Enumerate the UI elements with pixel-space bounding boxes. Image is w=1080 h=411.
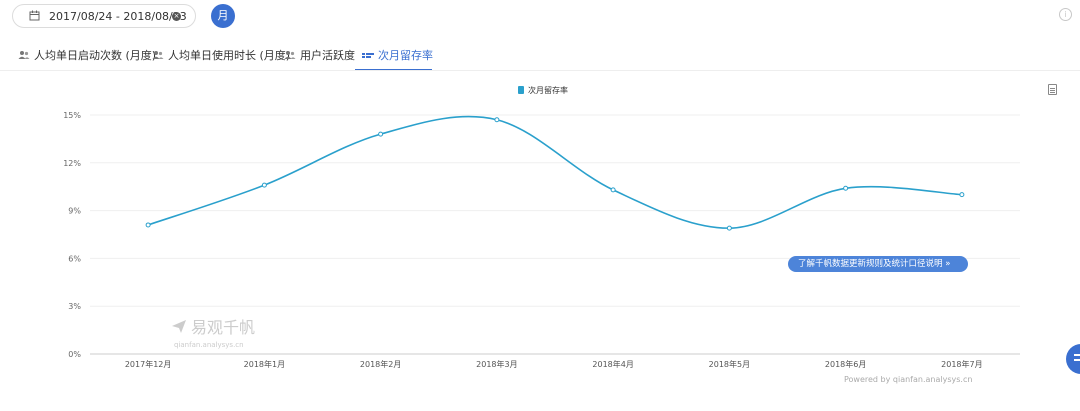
- tab-label: 人均单日启动次数 (月度): [34, 49, 157, 62]
- month-period-button[interactable]: 月: [211, 4, 235, 28]
- bar-chart-icon: [362, 53, 374, 58]
- y-tick-label: 15%: [63, 111, 81, 120]
- x-tick-label: 2018年2月: [360, 359, 401, 369]
- x-tick-label: 2018年6月: [825, 359, 866, 369]
- watermark-brand: 易观千帆: [191, 318, 255, 337]
- plane-icon: [172, 320, 186, 333]
- legend-label[interactable]: 次月留存率: [528, 85, 568, 95]
- watermark-site: qianfan.analysys.cn: [174, 341, 244, 349]
- x-tick-label: 2018年4月: [592, 359, 633, 369]
- date-range-picker[interactable]: 2017/08/24 - 2018/08/23 ×: [12, 4, 196, 28]
- x-tick-label: 2018年1月: [244, 359, 285, 369]
- tabs-divider: [0, 70, 1080, 71]
- tab-label: 次月留存率: [378, 49, 433, 62]
- data-point[interactable]: [261, 182, 267, 188]
- data-point[interactable]: [378, 131, 384, 137]
- document-icon[interactable]: [1048, 84, 1057, 95]
- tab-label: 人均单日使用时长 (月度): [168, 49, 291, 62]
- date-range-text: 2017/08/24 - 2018/08/23: [49, 10, 187, 23]
- users-icon: [152, 51, 164, 59]
- data-point[interactable]: [959, 192, 965, 198]
- data-point[interactable]: [726, 225, 732, 231]
- tab-user-activity[interactable]: 用户活跃度: [284, 40, 355, 70]
- metric-tabs: 人均单日启动次数 (月度) 人均单日使用时长 (月度) 用户活跃度 次月留存率: [12, 40, 1072, 71]
- legend-swatch: [518, 86, 524, 94]
- users-icon: [18, 51, 30, 59]
- data-rules-button[interactable]: 了解千帆数据更新规则及统计口径说明 »: [788, 256, 968, 272]
- x-tick-label: 2018年5月: [709, 359, 750, 369]
- data-point[interactable]: [843, 185, 849, 191]
- tab-next-month-retention[interactable]: 次月留存率: [362, 40, 433, 70]
- legend: 次月留存率: [518, 85, 568, 95]
- data-point[interactable]: [494, 117, 500, 123]
- powered-by-text: Powered by qianfan.analysys.cn: [844, 375, 972, 384]
- data-points: [145, 117, 965, 231]
- y-tick-label: 9%: [68, 207, 81, 216]
- data-point[interactable]: [610, 187, 616, 193]
- users-icon: [284, 51, 296, 59]
- x-tick-label: 2018年3月: [476, 359, 517, 369]
- tab-daily-launches[interactable]: 人均单日启动次数 (月度): [18, 40, 156, 70]
- y-tick-label: 12%: [63, 159, 81, 168]
- gridlines: [90, 114, 1020, 307]
- y-tick-label: 0%: [68, 350, 81, 359]
- data-point[interactable]: [145, 222, 151, 228]
- calendar-icon: [29, 10, 40, 21]
- y-tick-label: 3%: [68, 302, 81, 311]
- series-line-retention: [147, 115, 962, 229]
- info-icon[interactable]: i: [1059, 8, 1072, 21]
- y-axis-ticks: 0% 3% 6% 9% 12% 15%: [63, 111, 81, 359]
- clear-icon[interactable]: ×: [172, 12, 181, 21]
- x-tick-label: 2018年7月: [941, 359, 982, 369]
- x-axis-ticks: 2017年12月 2018年1月 2018年2月 2018年3月 2018年4月 2018…: [125, 359, 983, 369]
- tab-label: 用户活跃度: [300, 49, 355, 62]
- floating-menu-button[interactable]: [1066, 344, 1080, 374]
- y-tick-label: 6%: [68, 254, 81, 263]
- watermark: 易观千帆 qianfan.analysys.cn: [172, 318, 255, 349]
- tab-daily-usage-time[interactable]: 人均单日使用时长 (月度): [152, 40, 290, 70]
- x-tick-label: 2017年12月: [125, 359, 172, 369]
